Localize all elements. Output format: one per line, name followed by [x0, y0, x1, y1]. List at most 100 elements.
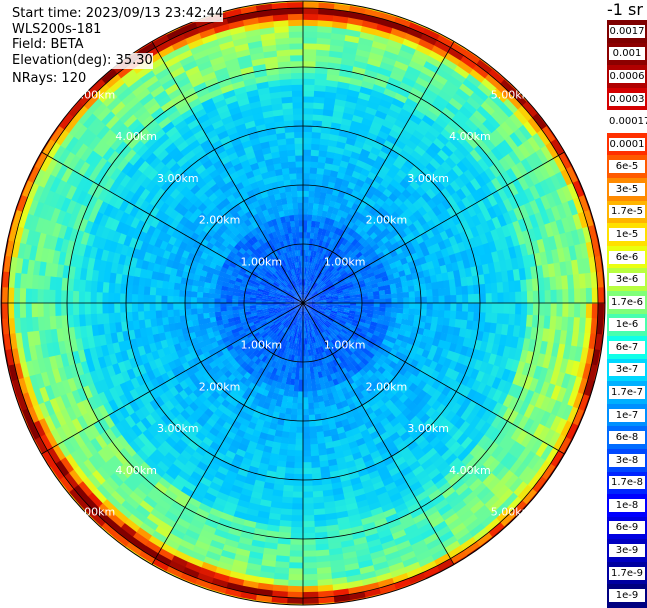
heatmap-cell	[299, 374, 303, 381]
heatmap-cell	[303, 238, 307, 244]
heatmap-cell	[303, 468, 312, 475]
heatmap-cell	[509, 303, 516, 315]
heatmap-cell	[432, 310, 439, 318]
heatmap-cell	[303, 120, 313, 127]
heatmap-cell	[208, 303, 215, 308]
heatmap-cell	[310, 167, 318, 174]
heatmap-cell	[78, 291, 85, 303]
heatmap-cell	[202, 308, 209, 314]
heatmap-cell	[292, 96, 303, 103]
heatmap-cell	[303, 374, 307, 380]
heatmap-cell	[292, 403, 298, 410]
heatmap-cell	[179, 303, 186, 310]
heatmap-cell	[486, 303, 493, 313]
heatmap-cell	[303, 397, 308, 404]
heatmap-cell	[303, 161, 311, 168]
heatmap-cell	[300, 356, 303, 362]
heatmap-cell	[462, 303, 469, 312]
heatmap-cell	[303, 503, 314, 510]
heatmap-cell	[550, 303, 557, 317]
heatmap-cell	[296, 161, 304, 168]
heatmap-cell	[580, 303, 587, 318]
heatmap-cell	[31, 288, 38, 303]
heatmap-cell	[450, 303, 457, 311]
heatmap-cell	[289, 562, 303, 569]
heatmap-cell	[13, 302, 20, 318]
heatmap-cell	[155, 310, 162, 318]
heatmap-cell	[238, 306, 245, 310]
heatmap-cell	[308, 409, 314, 416]
heatmap-cell	[296, 421, 303, 428]
heatmap-cell	[303, 403, 309, 410]
heatmap-cell	[292, 503, 303, 510]
heatmap-cell	[303, 380, 308, 387]
heatmap-cell	[303, 78, 315, 85]
heatmap-cell	[556, 303, 563, 317]
heatmap-cell	[294, 456, 303, 463]
heatmap-cell	[291, 509, 303, 516]
heatmap-cell	[288, 155, 296, 162]
heatmap-cell	[562, 303, 569, 317]
heatmap-cell	[102, 292, 109, 303]
heatmap-cell	[292, 102, 303, 109]
heatmap-cell	[303, 249, 306, 255]
heatmap-cell	[232, 299, 238, 303]
heatmap-cell	[307, 214, 312, 221]
heatmap-cell	[303, 462, 312, 469]
heatmap-cell	[191, 291, 198, 297]
heatmap-cell	[545, 303, 552, 316]
heatmap-cell	[309, 173, 316, 180]
heatmap-cell	[391, 303, 398, 308]
heatmap-cell	[356, 303, 362, 306]
heatmap-cell	[96, 292, 103, 303]
heatmap-cell	[303, 480, 313, 487]
heatmap-cell	[308, 403, 314, 410]
heatmap-cell	[292, 84, 304, 91]
heatmap-cell	[214, 298, 221, 303]
heatmap-cell	[61, 303, 68, 316]
heatmap-cell	[290, 61, 303, 68]
heatmap-cell	[137, 303, 144, 312]
heatmap-cell	[238, 303, 244, 307]
heatmap-cell	[303, 149, 311, 156]
heatmap-cell	[302, 598, 318, 605]
heatmap-cell	[72, 290, 79, 303]
heatmap-cell	[149, 295, 156, 303]
heatmap-cell	[302, 556, 316, 563]
heatmap-cell	[173, 309, 180, 316]
heatmap-cell	[385, 307, 392, 312]
heatmap-cell	[310, 155, 318, 162]
heatmap-cell	[306, 368, 310, 375]
heatmap-cell	[296, 427, 303, 434]
heatmap-cell	[303, 244, 306, 250]
heatmap-cell	[214, 303, 221, 308]
heatmap-cell	[294, 220, 299, 227]
heatmap-cell	[294, 214, 299, 221]
heatmap-cell	[299, 232, 303, 238]
heatmap-cell	[303, 167, 310, 174]
heatmap-cell	[303, 444, 311, 451]
heatmap-cell	[300, 350, 303, 356]
heatmap-cell	[291, 72, 304, 79]
heatmap-cell	[308, 196, 314, 203]
heatmap-cell	[307, 373, 312, 380]
heatmap-cell	[43, 289, 50, 303]
heatmap-cell	[289, 556, 303, 563]
heatmap-cell	[497, 303, 504, 314]
heatmap-cell	[438, 310, 445, 318]
heatmap-cell	[303, 155, 311, 162]
heatmap-cell	[303, 55, 316, 62]
heatmap-cell	[374, 303, 381, 307]
heatmap-cell	[293, 208, 298, 215]
heatmap-cell	[574, 303, 581, 318]
heatmap-cell	[303, 43, 317, 50]
heatmap-cell	[385, 303, 392, 308]
heatmap-cell	[290, 545, 303, 552]
heatmap-cell	[397, 303, 404, 308]
heatmap-cell	[299, 368, 303, 374]
heatmap-cell	[298, 208, 303, 215]
heatmap-cell	[293, 486, 303, 493]
heatmap-cell	[303, 421, 310, 428]
heatmap-cell	[309, 426, 316, 433]
heatmap-cell	[295, 155, 303, 162]
